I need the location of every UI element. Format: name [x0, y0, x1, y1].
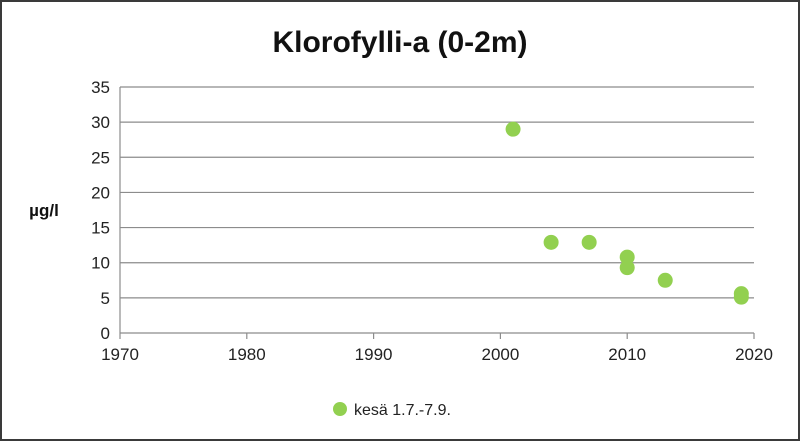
x-tick-label: 1970	[101, 345, 139, 364]
data-point	[657, 272, 673, 288]
data-point	[543, 234, 559, 250]
data-point	[733, 289, 749, 305]
x-tick-label: 2020	[735, 345, 773, 364]
y-tick-label: 15	[91, 219, 110, 238]
y-tick-label: 10	[91, 254, 110, 273]
legend-marker	[333, 402, 347, 416]
x-tick-label: 1990	[355, 345, 393, 364]
y-axis-label: µg/l	[29, 201, 59, 220]
x-tick-label: 2010	[608, 345, 646, 364]
gridlines	[120, 86, 754, 299]
y-tick-label: 25	[91, 148, 110, 167]
data-point	[505, 121, 521, 137]
axes	[119, 87, 755, 339]
y-tick-label: 20	[91, 183, 110, 202]
y-tick-label: 35	[91, 78, 110, 97]
x-tick-labels: 1970 1980 1990 2000 2010 2020	[101, 345, 773, 364]
chart-title: Klorofylli-a (0-2m)	[272, 26, 527, 59]
legend-label: kesä 1.7.-7.9.	[354, 402, 451, 419]
y-tick-label: 5	[101, 289, 110, 308]
data-point	[581, 234, 597, 250]
data-points	[505, 121, 749, 305]
x-tick-label: 1980	[228, 345, 266, 364]
data-point	[619, 249, 635, 265]
y-tick-label: 30	[91, 113, 110, 132]
y-tick-label: 0	[101, 324, 110, 343]
x-tick-label: 2000	[481, 345, 519, 364]
data-point	[619, 260, 635, 276]
y-tick-labels: 0 5 10 15 20 25 30 35	[91, 78, 110, 343]
legend: kesä 1.7.-7.9.	[333, 402, 451, 419]
